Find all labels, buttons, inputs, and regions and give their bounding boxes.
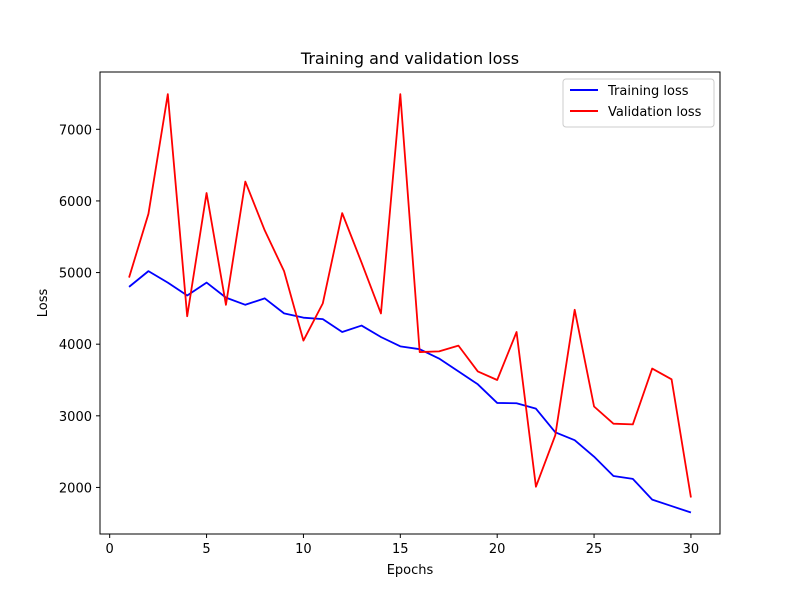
y-tick-label: 4000 — [59, 338, 92, 353]
chart-title: Training and validation loss — [300, 49, 519, 68]
legend-label-training-loss: Training loss — [607, 84, 689, 99]
y-tick-label: 6000 — [59, 195, 92, 210]
y-tick-label: 3000 — [59, 410, 92, 425]
x-tick-label: 15 — [392, 542, 409, 557]
plot-area — [99, 71, 721, 535]
series-line-training-loss — [128, 270, 692, 514]
x-tick-label: 30 — [683, 542, 700, 557]
x-tick-label: 25 — [586, 542, 603, 557]
series-line-validation-loss — [128, 93, 692, 498]
legend: Training loss Validation loss — [562, 78, 715, 128]
y-tick-label: 7000 — [59, 123, 92, 138]
x-axis-label: Epochs — [387, 563, 434, 578]
x-tick-label: 0 — [106, 542, 114, 557]
series-layer — [128, 93, 692, 514]
y-tick-label: 2000 — [59, 481, 92, 496]
plot-frame — [99, 71, 721, 535]
x-tick-label: 5 — [202, 542, 210, 557]
legend-label-validation-loss: Validation loss — [608, 105, 702, 120]
y-tick-label: 5000 — [59, 267, 92, 282]
y-axis-label: Loss — [36, 289, 51, 318]
legend-box — [562, 78, 715, 128]
y-axis-ticks: 2000 3000 4000 5000 6000 7000 — [59, 123, 100, 496]
x-tick-label: 10 — [295, 542, 312, 557]
x-tick-label: 20 — [489, 542, 506, 557]
x-axis-ticks: 0 5 10 15 20 25 30 — [106, 534, 700, 557]
